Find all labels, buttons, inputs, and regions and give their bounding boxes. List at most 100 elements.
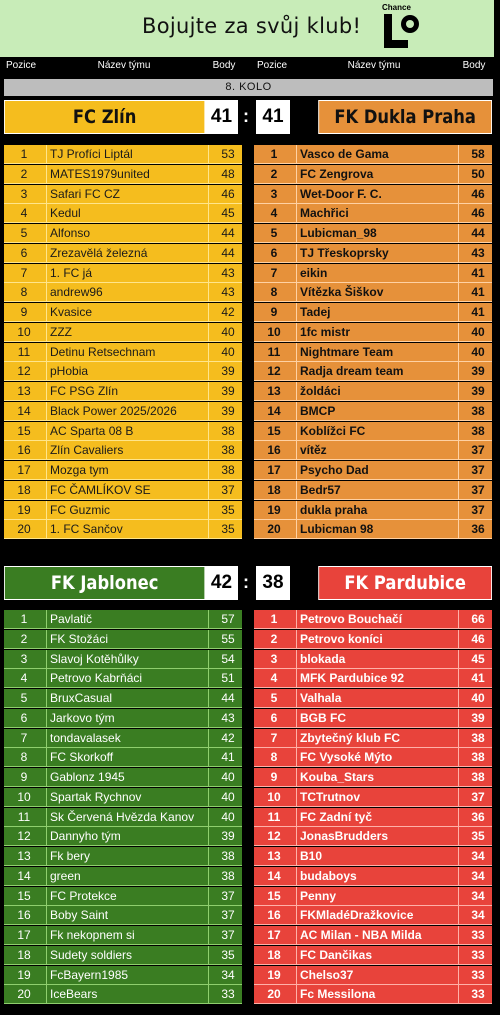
position-cell: 9 [20, 770, 28, 784]
position-cell: 13 [267, 384, 281, 398]
cell-divider [46, 362, 47, 382]
position-cell: 17 [17, 928, 31, 942]
team-name-cell: FC Dančikas [300, 947, 373, 962]
cell-divider [46, 303, 47, 322]
cell-divider [458, 520, 459, 540]
cell-divider [458, 866, 459, 886]
position-cell: 14 [267, 868, 281, 883]
position-cell: 6 [20, 710, 28, 725]
table-row: 14 BMCP 38 [254, 401, 492, 421]
table-row: 3 Wet-Door F. C. 46 [254, 184, 492, 204]
points-cell: 48 [221, 166, 235, 181]
cell-divider [458, 807, 459, 827]
position-cell: 13 [17, 384, 31, 398]
cell-divider [296, 204, 297, 224]
cell-divider [296, 669, 297, 689]
table-row: 9 Tadej 41 [254, 303, 492, 322]
cell-divider [458, 243, 459, 263]
position-cell: 17 [267, 463, 281, 477]
points-cell: 37 [471, 463, 485, 477]
table-row: 3 blokada 45 [254, 649, 492, 669]
points-cell: 39 [471, 384, 485, 398]
position-cell: 20 [17, 522, 31, 537]
team-name-cell: FC Zadní tyč [300, 809, 373, 824]
cell-divider [296, 866, 297, 886]
position-cell: 12 [17, 829, 31, 844]
match2-away-name: FK Pardubice [318, 566, 492, 600]
points-cell: 42 [221, 305, 235, 319]
cell-divider [46, 926, 47, 945]
points-cell: 38 [471, 403, 485, 418]
cell-divider [296, 945, 297, 965]
cell-divider [296, 401, 297, 421]
cell-divider [296, 243, 297, 263]
points-cell: 40 [221, 324, 235, 339]
cell-divider [458, 787, 459, 807]
position-cell: 7 [270, 265, 278, 280]
team-name-cell: FC PSG Zlín [50, 384, 119, 398]
cell-divider [208, 421, 209, 441]
cell-divider [458, 669, 459, 689]
table-row: 13 žoldáci 39 [254, 382, 492, 401]
cell-divider [296, 421, 297, 441]
cell-divider [458, 184, 459, 204]
position-cell: 17 [17, 463, 31, 477]
cell-divider [458, 145, 459, 164]
cell-divider [458, 827, 459, 847]
position-cell: 5 [20, 691, 28, 705]
position-cell: 6 [20, 245, 28, 260]
cell-divider [296, 322, 297, 342]
position-cell: 19 [17, 967, 31, 982]
position-cell: 5 [20, 226, 28, 240]
table-row: 15 FC Protekce 37 [4, 886, 242, 906]
table-row: 3 Safari FC CZ 46 [4, 184, 242, 204]
team-name-cell: FC ČAMLÍKOV SE [50, 482, 151, 497]
logo-text: Chance [382, 3, 411, 12]
table-row: 4 Machřici 46 [254, 204, 492, 224]
cell-divider [296, 461, 297, 480]
team-name-cell: Koblížci FC [300, 423, 366, 438]
cell-divider [296, 342, 297, 362]
cell-divider [46, 520, 47, 540]
table-row: 7 eikin 41 [254, 263, 492, 283]
match1-home-score: 41 [205, 100, 238, 134]
cell-divider [458, 965, 459, 985]
table-row: 20 Lubicman 98 36 [254, 520, 492, 540]
position-cell: 12 [267, 364, 281, 379]
cell-divider [458, 926, 459, 945]
match1-header: FC Zlín 41 : 41 FK Dukla Praha [0, 100, 500, 134]
cell-divider [46, 629, 47, 649]
cell-divider [296, 283, 297, 303]
points-cell: 38 [221, 443, 235, 458]
points-cell: 39 [471, 364, 485, 379]
team-name-cell: AC Milan - NBA Milda [300, 928, 422, 942]
cell-divider [296, 768, 297, 787]
team-name-cell: blokada [300, 651, 346, 666]
team-name-cell: Slavoj Kotěhůlky [50, 651, 139, 666]
team-name-cell: Black Power 2025/2026 [50, 403, 177, 418]
points-cell: 46 [471, 206, 485, 221]
position-cell: 20 [267, 522, 281, 537]
table-row: 16 FKMladéDražkovice 34 [254, 906, 492, 926]
team-name-cell: Wet-Door F. C. [300, 186, 382, 201]
table-row: 11 Nightmare Team 40 [254, 342, 492, 362]
table-row: 9 Kouba_Stars 38 [254, 768, 492, 787]
team-name-cell: andrew96 [50, 285, 103, 300]
cell-divider [458, 164, 459, 184]
team-name-cell: Zbytečný klub FC [300, 730, 401, 745]
position-cell: 16 [17, 908, 31, 923]
position-cell: 6 [270, 245, 278, 260]
cell-divider [296, 382, 297, 401]
cell-divider [296, 926, 297, 945]
position-cell: 14 [17, 403, 31, 418]
cell-divider [296, 629, 297, 649]
position-cell: 4 [20, 671, 28, 686]
cell-divider [296, 610, 297, 629]
team-name-cell: Sudety soldiers [50, 947, 133, 962]
points-cell: 40 [471, 691, 485, 705]
team-name-cell: Petrovo koníci [300, 631, 383, 646]
cell-divider [208, 441, 209, 461]
match1-home-name: FC Zlín [4, 100, 206, 134]
cell-divider [296, 303, 297, 322]
cell-divider [296, 886, 297, 906]
